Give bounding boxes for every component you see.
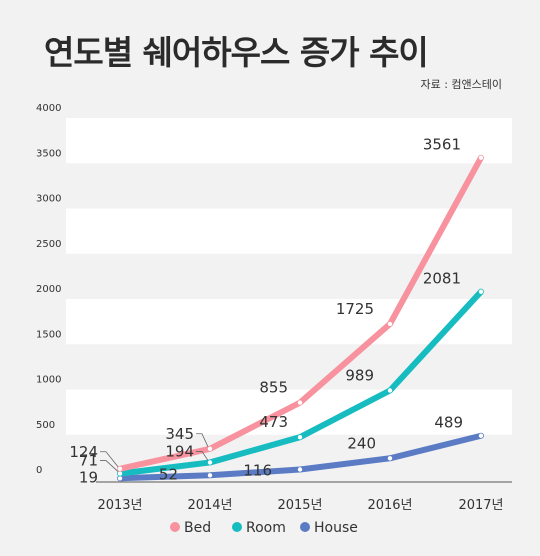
source-note: 자료 : 컴앤스테이 — [420, 78, 502, 91]
legend-item-bed: Bed — [170, 520, 211, 536]
y-tick-label: 500 — [36, 420, 55, 431]
data-label-house: 19 — [79, 468, 98, 486]
y-tick-label: 2000 — [36, 284, 61, 295]
y-tick-label: 2500 — [36, 239, 61, 250]
data-point — [478, 289, 484, 294]
data-label-room: 2081 — [423, 270, 461, 288]
data-label-room: 473 — [259, 413, 288, 431]
x-axis: 2013년 2014년 2015년 2016년 2017년 — [96, 481, 512, 513]
x-tick-label: 2015년 — [277, 498, 322, 513]
data-point — [387, 321, 393, 327]
data-label-room: 989 — [345, 366, 374, 384]
x-tick-label: 2016년 — [367, 498, 412, 513]
data-point — [207, 446, 213, 451]
grid-band — [66, 208, 512, 254]
data-label-house: 52 — [159, 465, 178, 483]
data-point — [117, 466, 123, 471]
label-leader-line — [100, 451, 119, 468]
y-tick-label: 1500 — [36, 329, 61, 340]
x-tick-label: 2017년 — [458, 498, 503, 513]
data-label-bed: 855 — [259, 379, 288, 397]
grid-band — [66, 389, 512, 435]
legend-swatch — [232, 522, 242, 532]
label-leader-line — [196, 433, 209, 447]
data-label-house: 116 — [243, 462, 272, 480]
legend-swatch — [170, 522, 180, 532]
data-label-bed: 124 — [69, 443, 98, 461]
y-tick-label: 0 — [36, 465, 42, 476]
data-label-room: 71 — [79, 452, 98, 470]
data-point — [117, 471, 123, 476]
data-point — [117, 476, 123, 481]
legend-item-house: House — [300, 520, 358, 536]
legend-label: House — [314, 520, 358, 536]
data-point — [297, 467, 303, 472]
data-label-bed: 1725 — [336, 300, 374, 318]
data-point — [207, 473, 213, 478]
data-point — [387, 388, 393, 393]
data-label-bed: 345 — [165, 425, 194, 443]
data-point — [387, 456, 393, 461]
x-tick-label: 2014년 — [187, 498, 232, 513]
grid-band — [66, 118, 512, 164]
data-point — [207, 460, 213, 465]
chart-title: 연도별 쉐어하우스 증가 추이 — [44, 33, 429, 72]
grid-bands — [66, 118, 512, 435]
y-tick-label: 3500 — [36, 148, 61, 159]
legend-item-room: Room — [232, 520, 286, 536]
grid-band — [66, 299, 512, 345]
y-tick-label: 4000 — [36, 103, 61, 114]
legend: Bed Room House — [170, 520, 358, 536]
y-tick-label: 3000 — [36, 194, 61, 205]
legend-label: Bed — [184, 520, 211, 536]
data-label-bed: 3561 — [423, 136, 461, 154]
series-lines — [117, 154, 484, 482]
data-point — [297, 434, 303, 440]
y-axis: 0 500 1000 1500 2000 2500 3000 3500 4000 — [36, 103, 61, 476]
data-point — [478, 155, 484, 160]
label-leader-line — [100, 460, 119, 472]
data-point — [297, 400, 303, 405]
legend-label: Room — [246, 520, 286, 536]
data-labels: 124 345 855 1725 3561 71 194 473 989 2081 19 52 116 2… — [69, 136, 463, 487]
data-label-house: 489 — [434, 414, 463, 432]
y-tick-label: 1000 — [36, 375, 61, 386]
label-leader-line — [196, 451, 209, 461]
data-label-house: 240 — [347, 434, 376, 452]
x-tick-label: 2013년 — [97, 498, 142, 513]
legend-swatch — [300, 522, 310, 532]
data-label-room: 194 — [165, 442, 194, 460]
data-point — [478, 433, 484, 438]
